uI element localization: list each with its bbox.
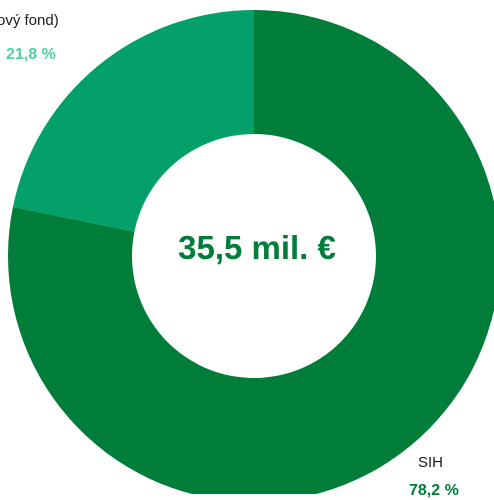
slice-label-sih-name: SIH [418,454,444,471]
donut-slice-1 [12,10,254,232]
donut-center-total: 35,5 mil. € [178,229,336,266]
donut-slice-0 [8,10,494,494]
slice-label-fund-name: ový fond) [0,12,59,29]
slice-value-sih: 78,2 % [409,482,459,499]
slice-value-fund: 21,8 % [6,46,56,63]
